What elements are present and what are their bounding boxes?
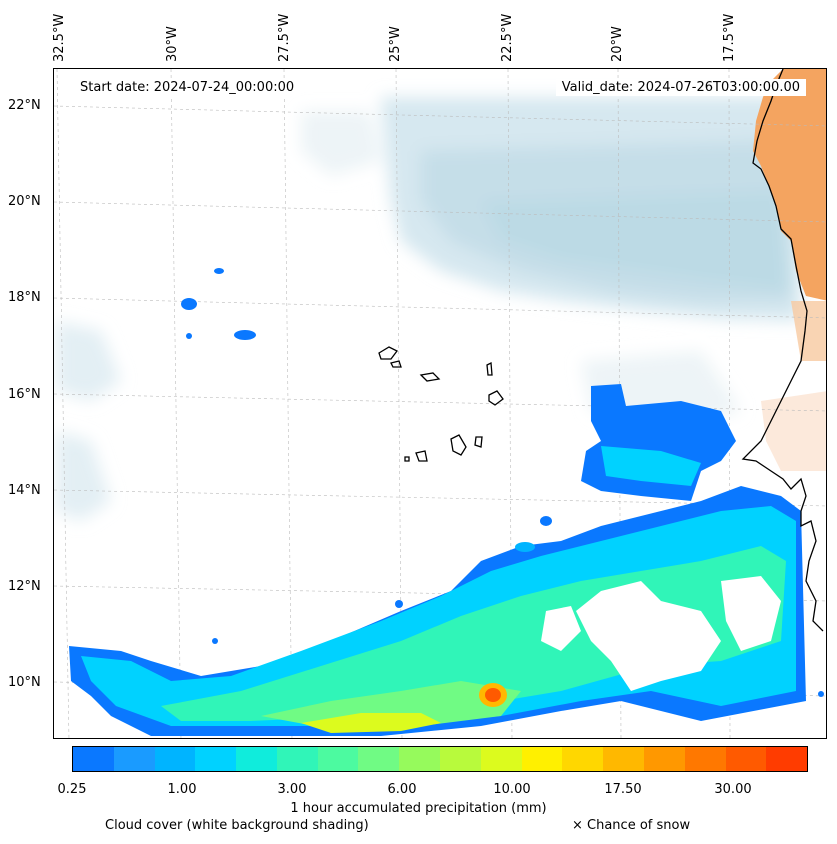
- island-outline: [378, 346, 398, 360]
- precip-cell: [212, 638, 218, 644]
- precip-cell: [186, 333, 192, 339]
- colorbar-segment: [358, 747, 400, 771]
- colorbar-segment: [276, 747, 318, 771]
- cloud-cover-layer: [56, 97, 801, 521]
- colorbar-segment: [73, 747, 114, 771]
- precip-area: [601, 446, 701, 486]
- cloud-patch: [301, 111, 381, 176]
- precip-cell: [515, 542, 535, 552]
- lat-label: 16°N: [8, 387, 41, 402]
- colorbar-tick: 3.00: [277, 782, 307, 797]
- lon-label: 30°W: [165, 26, 180, 62]
- precip-cell: [818, 691, 824, 697]
- land-dust-region: [791, 301, 826, 361]
- colorbar-tick: 17.50: [604, 782, 642, 797]
- lon-label: 20°W: [610, 26, 625, 62]
- colorbar-tick: 10.00: [493, 782, 531, 797]
- map-panel[interactable]: Start date: 2024-07-24_00:00:00 Valid_da…: [53, 68, 827, 739]
- lat-label: 18°N: [8, 290, 41, 305]
- colorbar-segment: [643, 747, 685, 771]
- island-outline: [404, 456, 410, 462]
- precip-cell: [214, 268, 224, 274]
- africa-coastline: [741, 69, 824, 632]
- colorbar-segment: [480, 747, 522, 771]
- precip-cell: [234, 330, 256, 340]
- colorbar-segment: [317, 747, 359, 771]
- island-outline: [474, 436, 483, 448]
- snow-legend: × Chance of snow: [572, 818, 691, 833]
- lon-label: 22.5°W: [500, 13, 515, 62]
- colorbar-segment: [195, 747, 237, 771]
- precip-cell: [395, 600, 403, 608]
- colorbar-label: 1 hour accumulated precipitation (mm): [290, 801, 547, 816]
- precipitation-layer: [69, 268, 824, 736]
- colorbar-segment: [521, 747, 563, 771]
- precip-area: [301, 713, 441, 733]
- lat-label: 20°N: [8, 194, 41, 209]
- land-dust-region: [761, 391, 826, 471]
- colorbar-tick: 30.00: [714, 782, 752, 797]
- colorbar-segment: [684, 747, 726, 771]
- island-outline: [415, 450, 428, 462]
- cloud-patch: [56, 431, 111, 521]
- start-date-label: Start date: 2024-07-24_00:00:00: [74, 79, 301, 96]
- land-dust-region: [753, 69, 826, 301]
- lon-label: 32.5°W: [52, 13, 67, 62]
- cloud-band: [481, 191, 791, 291]
- island-outline: [390, 360, 402, 368]
- precip-gap: [576, 581, 721, 691]
- cloud-patch: [56, 321, 121, 401]
- precip-gap: [541, 606, 581, 651]
- colorbar-tick: 1.00: [167, 782, 197, 797]
- lat-label: 22°N: [8, 98, 41, 113]
- colorbar-tick: 6.00: [387, 782, 417, 797]
- colorbar-segment: [399, 747, 441, 771]
- colorbar-segment: [440, 747, 481, 771]
- colorbar-segment: [766, 747, 808, 771]
- map-canvas: [54, 69, 826, 738]
- cloud-cover-legend: Cloud cover (white background shading): [105, 818, 369, 833]
- lon-label: 25°W: [388, 26, 403, 62]
- precipitation-colorbar: [72, 746, 808, 772]
- colorbar-segment: [725, 747, 767, 771]
- precip-cell: [181, 298, 197, 310]
- land-shading-layer: [753, 69, 826, 471]
- colorbar-tick: 0.25: [57, 782, 87, 797]
- lon-label: 17.5°W: [722, 13, 737, 62]
- valid-date-label: Valid_date: 2024-07-26T03:00:00.00: [555, 79, 806, 96]
- island-outline: [486, 361, 493, 376]
- island-outline: [419, 372, 441, 382]
- colorbar-segment: [154, 747, 196, 771]
- colorbar-segment: [603, 747, 644, 771]
- colorbar-segment: [236, 747, 277, 771]
- precip-cell: [540, 516, 552, 526]
- precip-area: [261, 681, 521, 729]
- lat-label: 14°N: [8, 483, 41, 498]
- colorbar-segment: [113, 747, 155, 771]
- lat-label: 10°N: [8, 675, 41, 690]
- island-outline: [488, 390, 504, 406]
- coastline-layer: [378, 69, 824, 632]
- precip-gap: [721, 576, 781, 651]
- lon-label: 27.5°W: [277, 13, 292, 62]
- precip-core: [485, 688, 501, 702]
- island-outline: [450, 434, 467, 456]
- lat-label: 12°N: [8, 579, 41, 594]
- colorbar-segment: [562, 747, 604, 771]
